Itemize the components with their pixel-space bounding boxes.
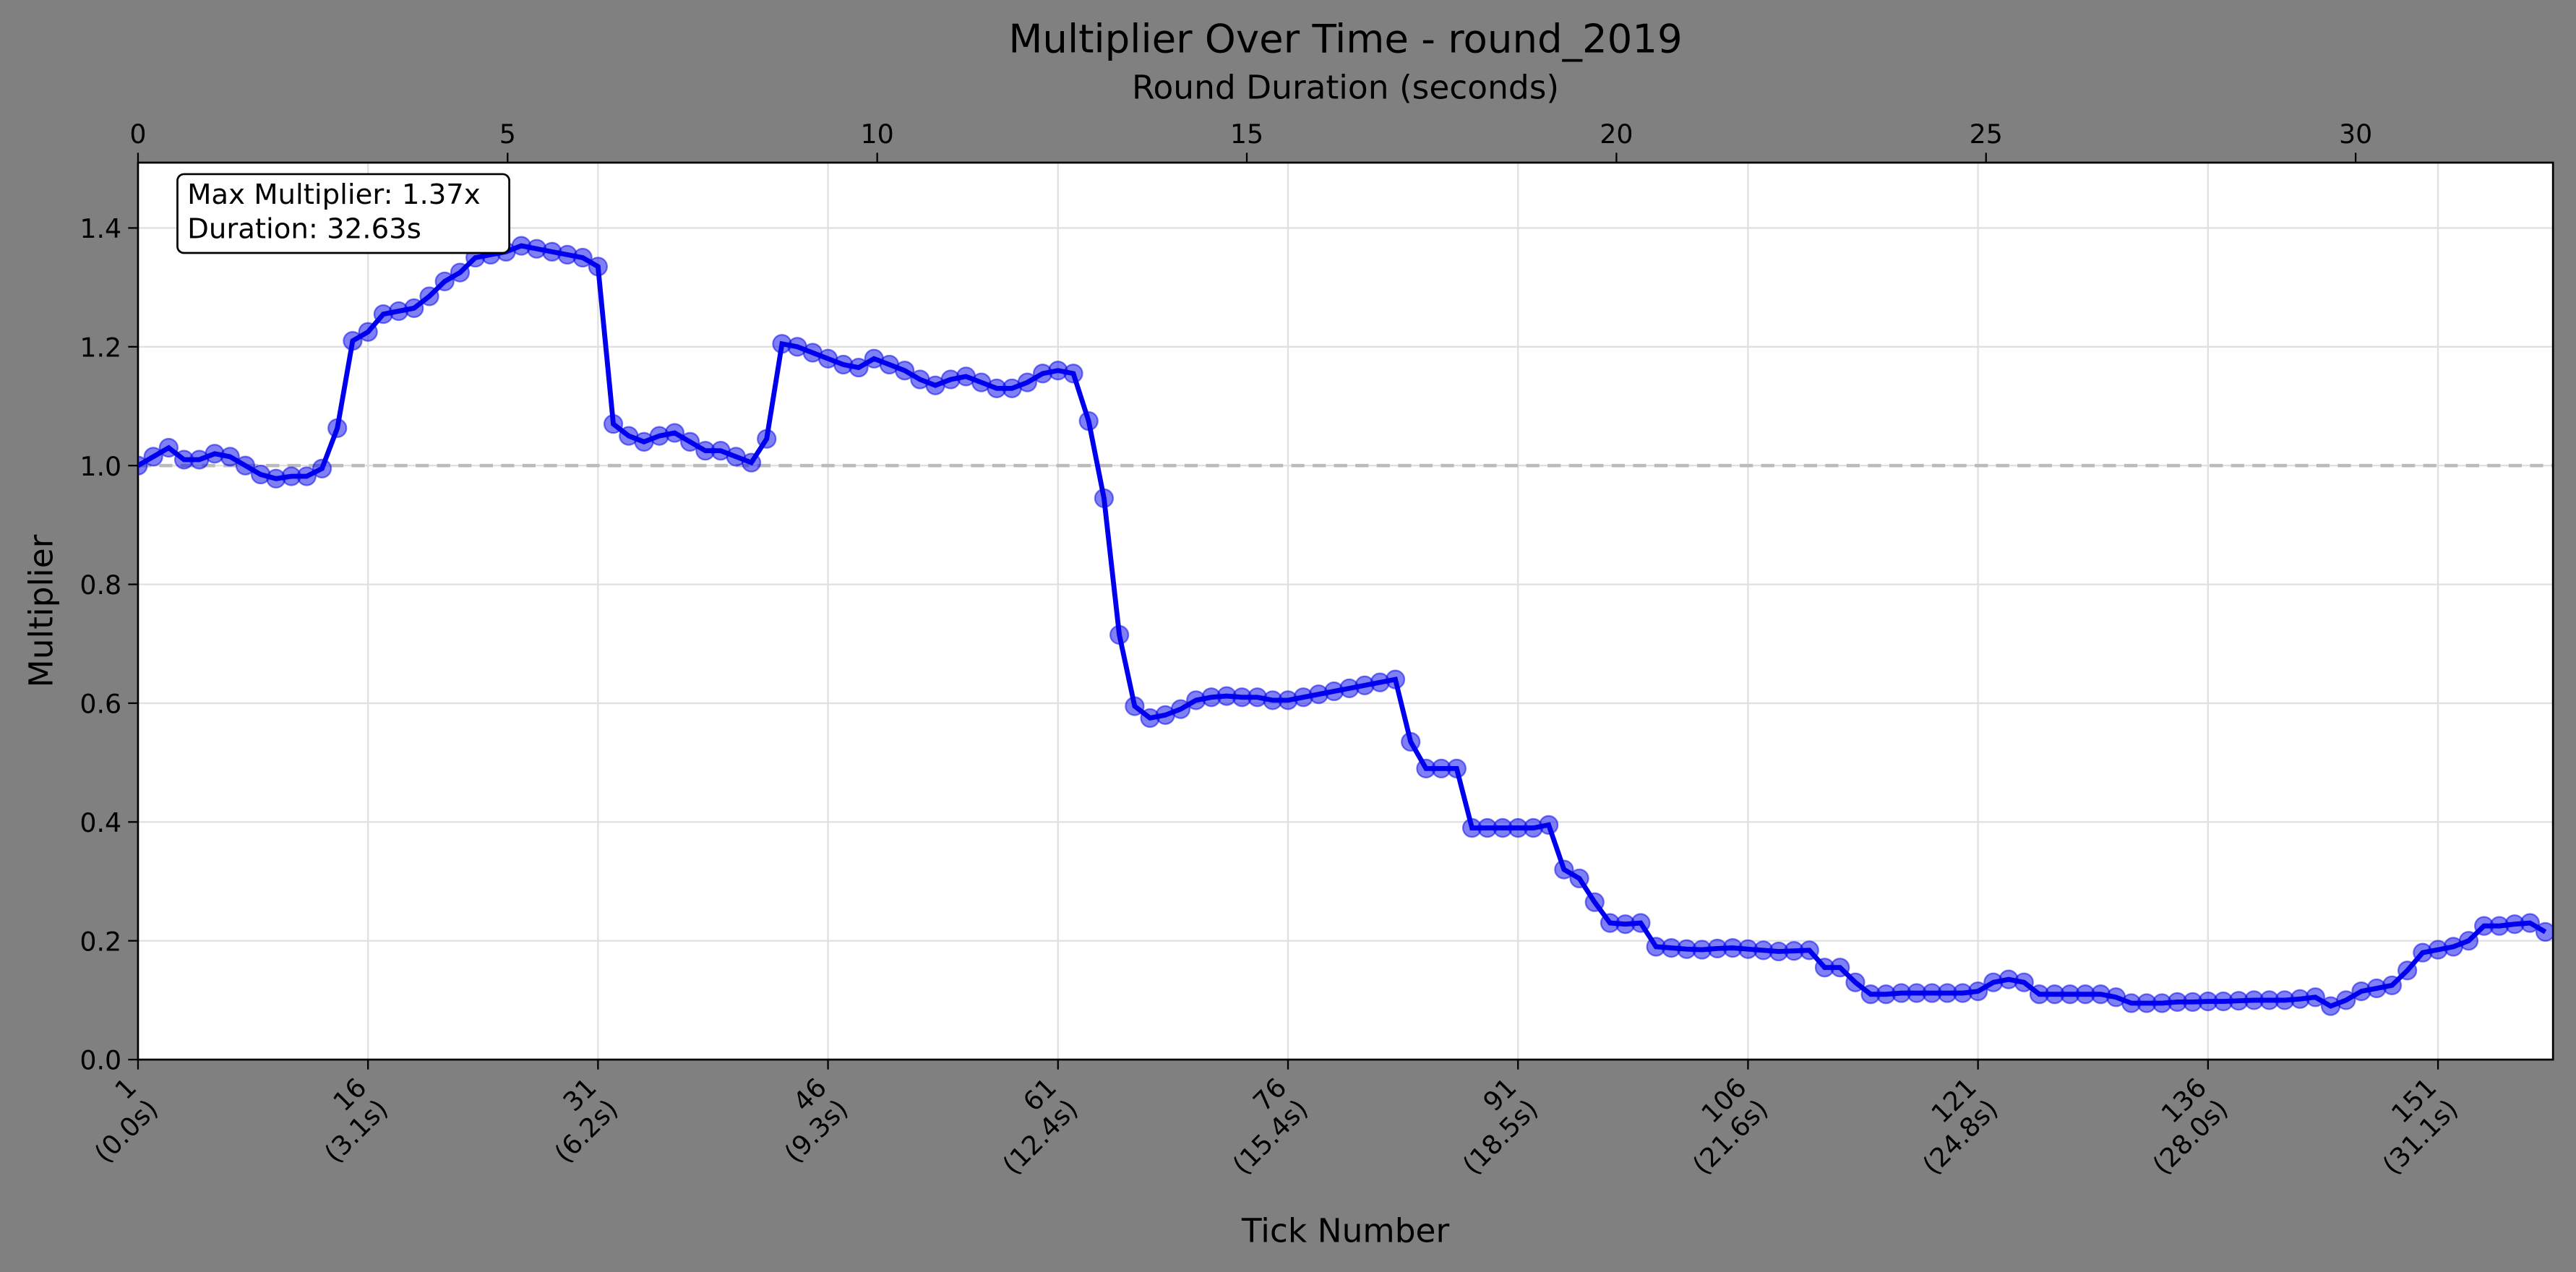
data-point [143,447,163,467]
data-point [664,423,685,443]
data-point [2458,931,2479,951]
data-point [343,330,363,351]
data-point [1094,488,1115,509]
plot-area [137,163,2554,1060]
data-point [680,431,700,452]
data-point [588,257,608,277]
data-point [404,298,424,319]
chart-title: Multiplier Over Time - round_2019 [1008,16,1682,62]
data-point [2305,987,2325,1007]
data-point [450,262,471,283]
y-tick-label: 1.4 [80,213,121,244]
x2-tick-label: 0 [129,119,146,150]
data-point [2397,961,2418,981]
data-point [158,437,179,458]
data-point [1968,981,1988,1002]
data-point [235,455,256,476]
data-point [572,247,593,268]
data-point [2520,913,2540,933]
data-point [895,361,915,381]
data-point [434,271,455,292]
data-point [741,452,762,473]
data-point [1446,758,1467,779]
data-point [1554,859,1574,880]
annotation-box [176,173,510,254]
x2-tick-label: 5 [499,119,516,150]
x-axis-label: Tick Number [1241,1211,1450,1250]
x2-tick-label: 25 [1970,119,2003,150]
data-point [220,447,240,467]
data-point [358,322,378,342]
y-tick-label: 0.0 [80,1045,121,1076]
data-point [1799,940,1819,961]
data-point [1109,624,1130,645]
data-point [1385,669,1406,689]
data-point [1830,958,1850,978]
data-point [1569,868,1589,889]
data-point [2382,975,2403,995]
data-point [2014,972,2034,992]
plot-frame [137,161,2554,1061]
data-point [603,414,624,434]
data-point [849,357,869,378]
y-axis-label: Multiplier [22,534,61,687]
data-point [1401,731,1421,752]
y-tick-label: 1.0 [80,451,121,482]
y-tick-label: 0.6 [80,689,121,720]
data-point [2535,921,2554,942]
data-point [1078,411,1099,431]
x2-tick-label: 15 [1230,119,1263,150]
data-point [2336,990,2356,1010]
y-tick-label: 0.2 [80,926,121,957]
data-point [1125,696,1145,716]
data-point [312,458,332,478]
y-tick-label: 0.4 [80,807,121,838]
data-point [1845,972,1866,992]
data-point [327,418,348,439]
data-point [1170,699,1191,719]
data-point [419,286,439,306]
y-tick-label: 1.2 [80,332,121,363]
y-tick-label: 0.8 [80,570,121,601]
data-point [757,429,777,449]
data-point [1017,372,1037,392]
data-point [296,466,317,486]
data-point [1063,364,1083,384]
x2-tick-label: 30 [2339,119,2372,150]
data-point [1539,815,1559,835]
annotation-text: Max Multiplier: 1.37x [187,179,481,211]
x2-tick-label: 10 [861,119,894,150]
data-point [1631,913,1651,933]
annotation-text: Duration: 32.63s [187,213,421,246]
x2-axis-label: Round Duration (seconds) [1132,68,1559,106]
data-point [1584,892,1605,912]
x2-tick-label: 20 [1600,119,1633,150]
